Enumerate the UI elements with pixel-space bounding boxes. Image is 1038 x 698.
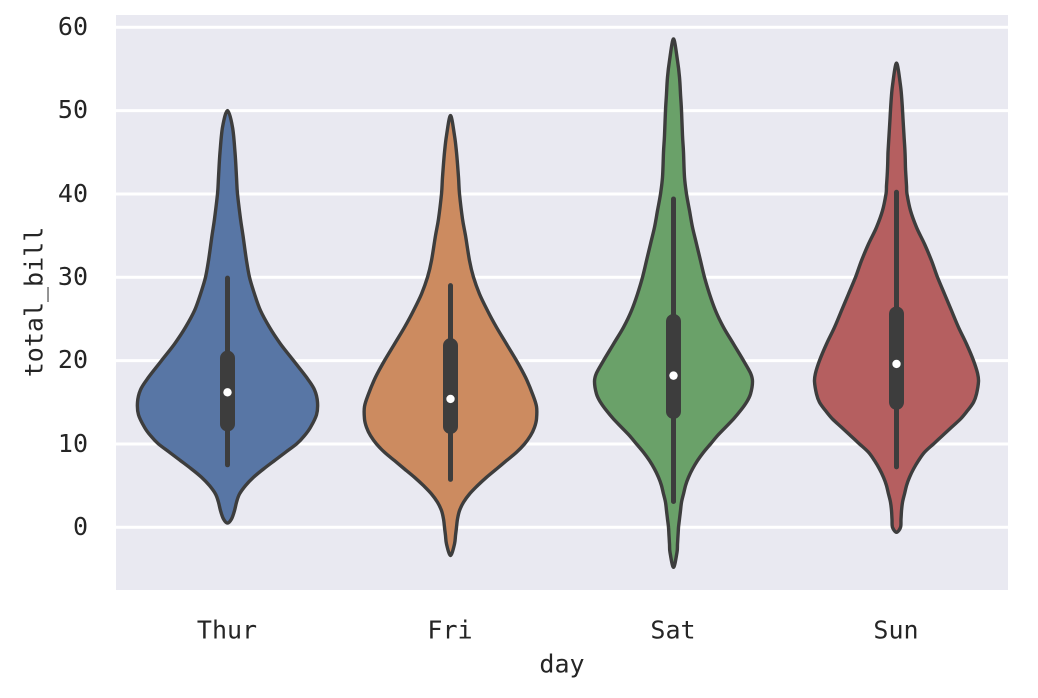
violin-sat bbox=[592, 37, 755, 569]
violin-fri bbox=[362, 113, 539, 558]
median-dot-sat bbox=[669, 371, 678, 380]
ytick-40: 40 bbox=[57, 179, 88, 208]
violin-thur bbox=[135, 108, 320, 525]
median-dot-thur bbox=[223, 388, 232, 397]
x-axis-label: day bbox=[539, 649, 585, 679]
y-axis-label: total_bill bbox=[19, 226, 49, 378]
xtick-thur: Thur bbox=[196, 615, 258, 645]
xtick-sun: Sun bbox=[873, 615, 919, 645]
ytick-50: 50 bbox=[57, 95, 88, 124]
xtick-sat: Sat bbox=[650, 615, 696, 645]
ytick-60: 60 bbox=[57, 12, 88, 41]
ytick-0: 0 bbox=[72, 512, 88, 541]
violin-sun bbox=[812, 61, 981, 534]
median-dot-sun bbox=[892, 359, 901, 369]
ytick-30: 30 bbox=[57, 262, 88, 291]
median-dot-fri bbox=[446, 394, 455, 404]
ytick-20: 20 bbox=[57, 345, 88, 374]
xtick-fri: Fri bbox=[427, 615, 473, 645]
ytick-10: 10 bbox=[57, 429, 88, 458]
violins bbox=[135, 37, 981, 569]
